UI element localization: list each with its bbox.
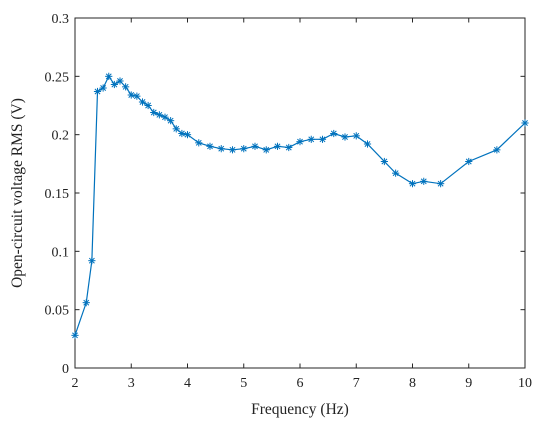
data-point: [285, 143, 293, 152]
x-tick-label: 7: [353, 376, 360, 391]
x-tick-label: 8: [409, 376, 416, 391]
data-point: [392, 169, 400, 177]
x-tick-label: 5: [240, 376, 247, 391]
y-tick-label: 0: [62, 362, 69, 377]
x-tick-label: 2: [72, 376, 79, 391]
data-point: [330, 129, 338, 138]
data-point: [228, 146, 237, 154]
data-point: [380, 157, 388, 166]
data-point: [144, 101, 152, 110]
data-point: [465, 157, 473, 166]
y-tick-label: 0.15: [45, 187, 70, 202]
x-tick-label: 6: [297, 376, 304, 391]
data-point: [150, 108, 158, 117]
data-point: [167, 117, 175, 125]
data-point: [172, 125, 180, 133]
data-point: [122, 83, 130, 91]
data-point: [307, 135, 315, 143]
data-point: [127, 91, 135, 99]
data-point: [262, 146, 270, 154]
data-point: [138, 98, 147, 106]
data-point: [240, 145, 248, 153]
y-tick-label: 0.05: [45, 304, 70, 319]
data-point: [88, 257, 96, 265]
data-point: [251, 142, 259, 150]
data-point: [217, 145, 225, 153]
series-markers: [71, 72, 529, 339]
y-tick-label: 0.3: [52, 12, 70, 27]
y-tick-label: 0.2: [52, 129, 70, 144]
data-point: [82, 299, 90, 307]
data-point: [408, 180, 417, 188]
axis-ticks: [74, 17, 526, 369]
data-point: [161, 113, 169, 121]
data-point: [183, 131, 192, 139]
data-point: [352, 132, 360, 140]
data-point: [521, 119, 529, 127]
data-point: [71, 331, 79, 339]
data-point: [493, 146, 501, 154]
y-axis-label: Open-circuit voltage RMS (V): [9, 98, 26, 288]
data-point: [341, 133, 349, 141]
x-tick-label: 3: [128, 376, 135, 391]
y-tick-label: 0.1: [52, 245, 70, 260]
data-point: [420, 177, 428, 185]
data-point: [99, 84, 107, 92]
data-point: [110, 80, 118, 89]
data-point: [296, 138, 304, 146]
data-point: [105, 72, 113, 80]
data-point: [133, 92, 141, 100]
x-axis-label: Frequency (Hz): [251, 401, 349, 418]
data-point: [93, 87, 102, 96]
data-point: [155, 111, 163, 119]
data-point: [116, 77, 124, 85]
x-tick-label: 10: [518, 376, 532, 391]
data-point: [206, 142, 214, 150]
data-point: [318, 135, 327, 143]
data-point: [273, 142, 282, 150]
axis-tick-labels: 2 3 4 5 6 7 8 9 10 0 0.05 0.1 0.15 0.2 0.25 0.3: [45, 12, 533, 391]
x-tick-label: 4: [184, 376, 191, 391]
data-point: [363, 140, 372, 148]
data-point: [178, 129, 186, 138]
plot-area-frame: [74, 17, 526, 369]
x-tick-label: 9: [465, 376, 472, 391]
data-point: [195, 139, 203, 147]
y-tick-label: 0.25: [45, 70, 70, 85]
data-point: [437, 180, 445, 188]
